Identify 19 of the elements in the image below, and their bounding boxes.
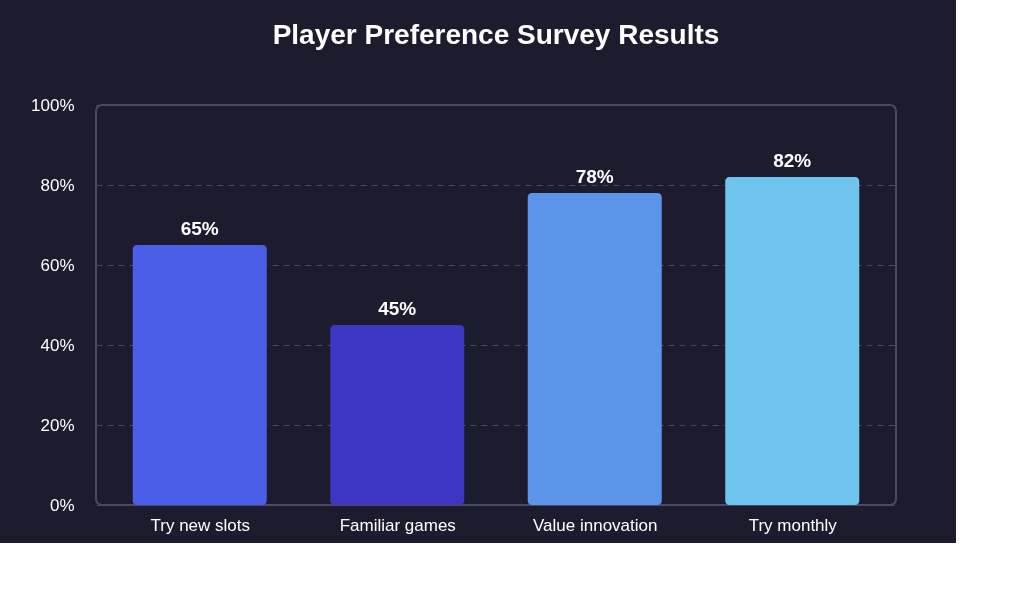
- bar: [330, 325, 465, 505]
- data-label: 65%: [180, 218, 219, 239]
- y-tick-label: 40%: [40, 335, 75, 355]
- data-label: 45%: [378, 298, 417, 319]
- chart-title: Player Preference Survey Results: [272, 19, 720, 50]
- y-tick-label: 60%: [40, 255, 75, 275]
- x-tick-label: Try monthly: [748, 515, 838, 535]
- y-tick-label: 100%: [31, 95, 75, 115]
- x-tick-label: Familiar games: [339, 515, 456, 535]
- bar: [725, 177, 860, 505]
- y-tick-label: 0%: [49, 495, 75, 515]
- data-label: 78%: [575, 166, 614, 187]
- x-tick-label: Try new slots: [150, 515, 251, 535]
- y-tick-label: 20%: [40, 415, 75, 435]
- x-tick-label: Value innovation: [533, 515, 658, 535]
- bar: [527, 193, 662, 505]
- bar: [132, 245, 267, 505]
- data-label: 82%: [773, 150, 812, 171]
- y-tick-label: 80%: [40, 175, 75, 195]
